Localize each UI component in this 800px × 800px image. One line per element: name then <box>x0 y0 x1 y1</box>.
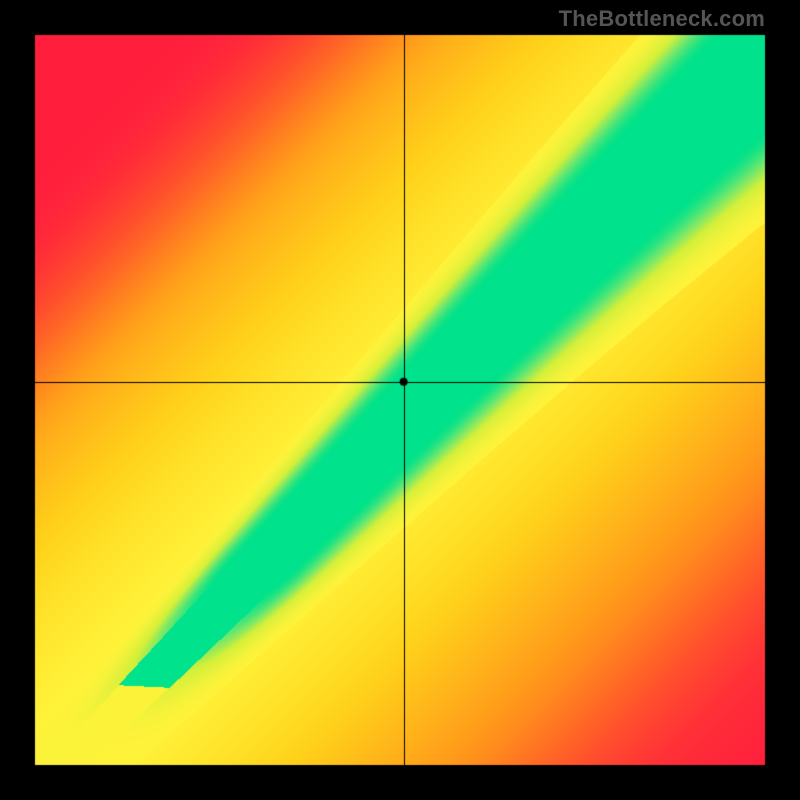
watermark-text: TheBottleneck.com <box>559 6 765 32</box>
chart-container: { "chart": { "type": "heatmap", "canvas_… <box>0 0 800 800</box>
bottleneck-heatmap <box>0 0 800 800</box>
